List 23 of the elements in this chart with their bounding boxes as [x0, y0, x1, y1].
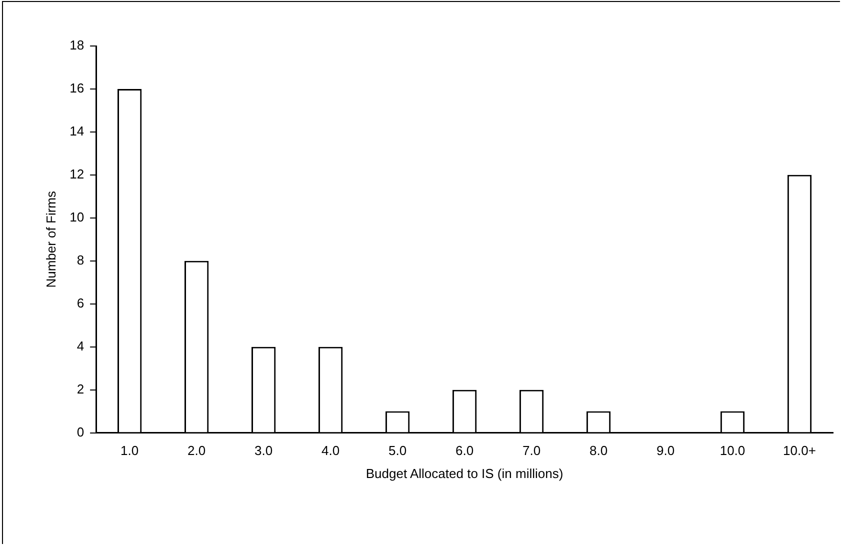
y-tick-label: 6	[76, 295, 84, 310]
x-tick-label: 10.0	[720, 443, 746, 458]
x-tick-label: 3.0	[254, 443, 273, 458]
y-tick-label: 8	[76, 252, 84, 268]
x-tick-label: 7.0	[522, 443, 541, 458]
x-tick-label: 1.0	[120, 443, 139, 458]
y-tick-label: 10	[70, 209, 84, 224]
x-tick-label: 2.0	[188, 443, 206, 458]
y-tick-label: 4	[76, 338, 84, 354]
x-tick-label: 4.0	[322, 443, 340, 458]
x-tick-label: 10.0+	[783, 443, 816, 458]
y-tick-label: 14	[70, 124, 84, 139]
y-tick-label: 18	[70, 38, 84, 53]
y-tick-label: 0	[76, 424, 84, 440]
x-tick-label: 9.0	[656, 443, 675, 458]
x-tick-label: 8.0	[589, 443, 608, 458]
x-tick-label: 6.0	[455, 443, 474, 458]
y-axis-title: Number of Firms	[43, 190, 58, 288]
x-tick-label: 5.0	[388, 443, 407, 458]
y-tick-label: 16	[70, 80, 84, 96]
x-axis-title: Budget Allocated to IS (in millions)	[366, 466, 564, 481]
y-tick-label: 2	[76, 381, 84, 396]
y-tick-label: 12	[70, 166, 84, 182]
